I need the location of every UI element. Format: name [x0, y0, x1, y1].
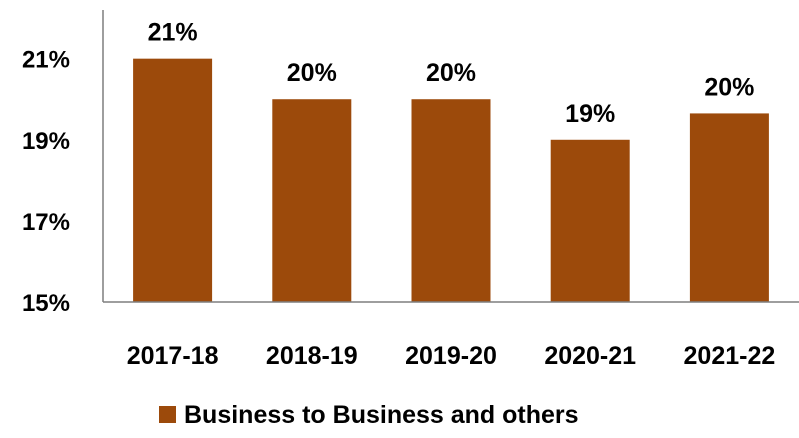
data-label: 19%: [565, 100, 615, 128]
y-tick-label: 19%: [22, 128, 70, 155]
x-tick-label: 2020-21: [544, 342, 636, 370]
data-label: 20%: [704, 73, 754, 101]
y-tick-label: 15%: [22, 290, 70, 317]
x-tick-label: 2017-18: [127, 342, 219, 370]
bar: [133, 59, 212, 302]
x-tick-label: 2019-20: [405, 342, 497, 370]
x-tick-label: 2018-19: [266, 342, 358, 370]
bar: [690, 113, 769, 302]
x-axis-tick-labels: 2017-18 2018-19 2019-20 2020-21 2021-22: [127, 342, 776, 370]
data-label: 20%: [287, 59, 337, 87]
legend: Business to Business and others: [159, 401, 579, 429]
x-tick-label: 2021-22: [684, 342, 776, 370]
bar: [412, 99, 491, 302]
data-label: 20%: [426, 59, 476, 87]
legend-swatch: [159, 406, 176, 423]
y-tick-label: 17%: [22, 209, 70, 236]
legend-label: Business to Business and others: [184, 401, 579, 429]
bar: [551, 140, 630, 302]
bar: [272, 99, 351, 302]
y-tick-label: 21%: [22, 47, 70, 74]
bar-series: [133, 59, 769, 302]
y-axis-tick-labels: 15% 17% 19% 21%: [22, 47, 70, 317]
data-label: 21%: [148, 19, 198, 47]
